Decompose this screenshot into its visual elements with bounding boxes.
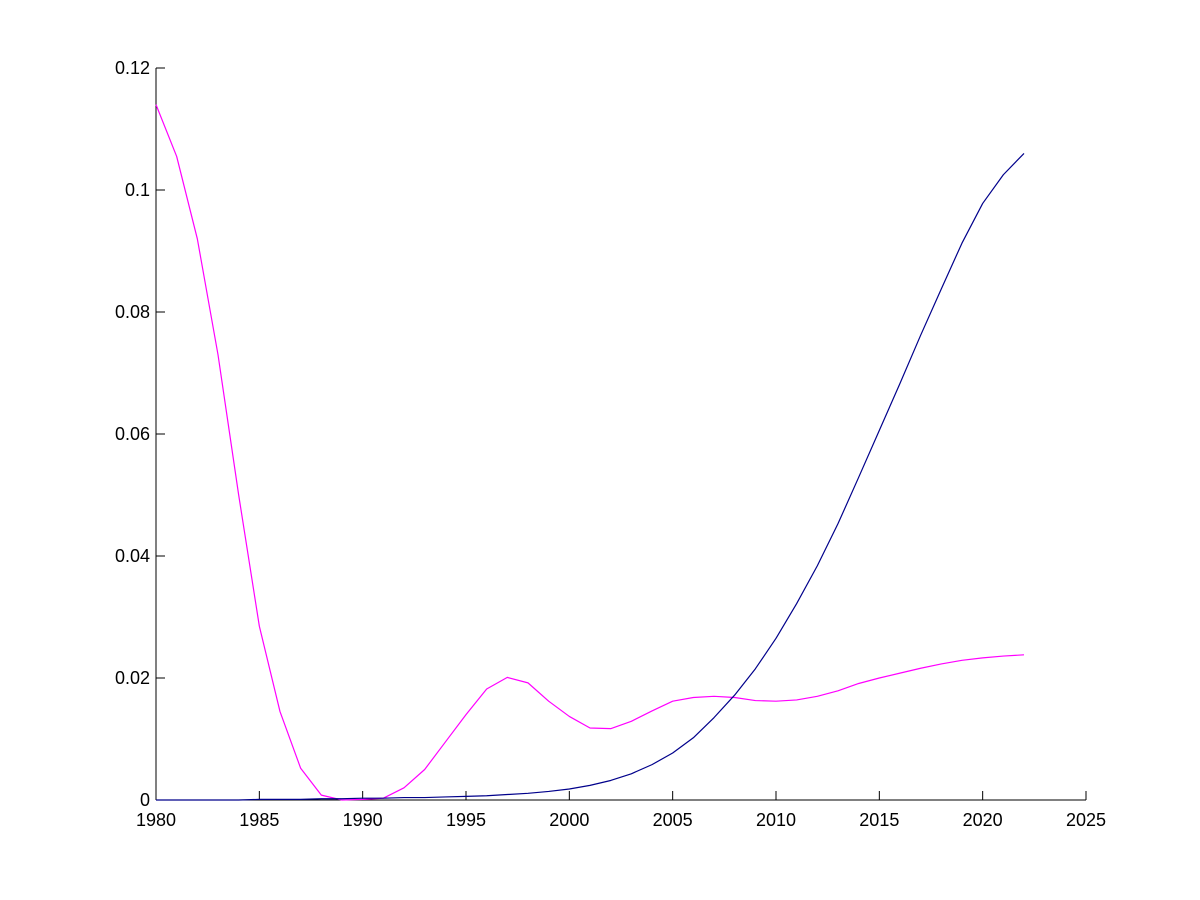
- plot-series: [155, 104, 1025, 801]
- axes: 1980 1985 1990 1995 2000 2005 2010 2015 2020 2025…: [115, 58, 1106, 830]
- series-line-2: [156, 152, 1025, 801]
- y-tick-label: 0.06: [115, 424, 150, 444]
- y-tick-label: 0.04: [115, 546, 150, 566]
- x-tick-label: 2000: [549, 810, 589, 830]
- x-tick-label: 2005: [653, 810, 693, 830]
- y-tick-label: 0.08: [115, 302, 150, 322]
- series-line-1: [155, 104, 1025, 801]
- x-tick-label: 2010: [756, 810, 796, 830]
- y-tick-label: 0.12: [115, 58, 150, 78]
- x-tick-label: 2020: [963, 810, 1003, 830]
- x-tick-label: 2015: [859, 810, 899, 830]
- y-tick-label: 0.02: [115, 668, 150, 688]
- x-tick-label: 2025: [1066, 810, 1106, 830]
- y-tick-label: 0: [140, 790, 150, 810]
- x-tick-label: 1990: [343, 810, 383, 830]
- y-tick-label: 0.1: [125, 180, 150, 200]
- x-tick-label: 1985: [239, 810, 279, 830]
- x-tick-label: 1995: [446, 810, 486, 830]
- x-tick-label: 1980: [136, 810, 176, 830]
